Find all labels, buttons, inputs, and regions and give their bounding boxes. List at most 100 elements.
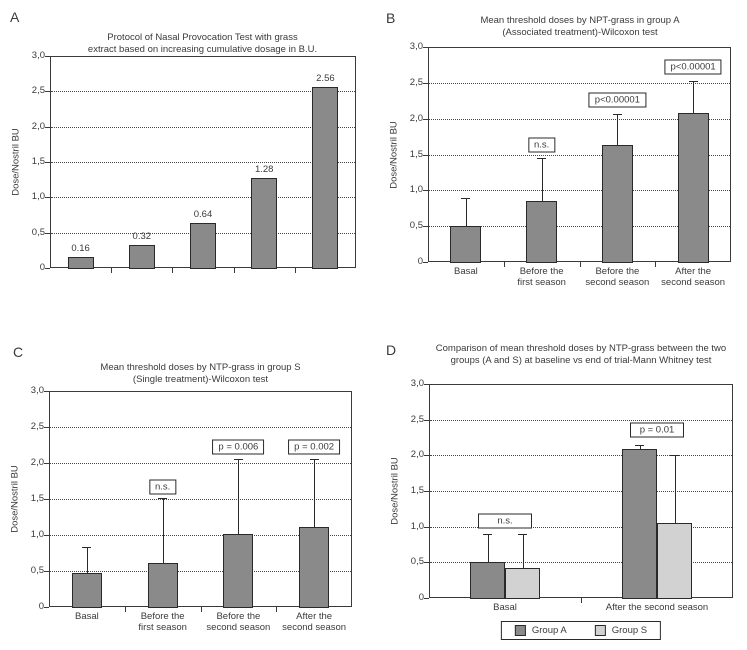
y-tick-label: 1,5 <box>409 148 423 160</box>
significance-label: n.s. <box>478 513 532 529</box>
x-axis-tick <box>124 607 126 612</box>
bar-value-label: 0.32 <box>132 231 152 243</box>
error-bar-line <box>617 113 619 146</box>
x-category-label: Basal <box>493 602 517 613</box>
y-axis-tick <box>424 562 429 564</box>
panel-letter-a: A <box>10 9 20 25</box>
chart-canvas-a: 0 0,5 1,0 1,5 2,0 2,5 3,0 Dose/Nostril BU 0.16 0.… <box>0 0 373 325</box>
y-tick-label: 0,5 <box>30 565 44 576</box>
gridline <box>430 526 732 528</box>
y-axis-tick <box>44 427 49 428</box>
x-axis-tick <box>294 268 296 273</box>
y-axis-tick <box>44 463 49 464</box>
bar <box>147 563 178 608</box>
error-bar-line <box>522 533 524 569</box>
bar <box>190 222 216 269</box>
y-axis-tick <box>44 391 49 392</box>
bar <box>450 226 482 263</box>
bar <box>677 112 709 263</box>
legend-swatch <box>514 625 526 636</box>
y-tick-label: 2,0 <box>409 112 423 124</box>
y-tick-label: 0 <box>38 601 44 612</box>
plot-area-frame <box>429 384 733 598</box>
y-tick-label: 2,0 <box>410 449 424 461</box>
x-category-label: Before the first season <box>517 266 566 288</box>
x-axis-tick <box>579 262 581 267</box>
gridline <box>50 427 351 428</box>
x-axis-tick <box>233 268 235 273</box>
significance-label: n.s. <box>527 137 556 153</box>
x-category-label: After the second season <box>282 611 347 633</box>
gridline <box>429 82 730 84</box>
panel-letter-c: C <box>13 344 24 360</box>
error-bar-cap <box>688 81 698 83</box>
x-axis-tick <box>503 262 505 267</box>
y-tick-label: 2,5 <box>31 85 45 97</box>
x-axis-tick <box>581 598 582 603</box>
gridline <box>50 463 351 464</box>
y-axis-tick <box>423 47 428 48</box>
bar <box>622 448 657 599</box>
chart-canvas-d: 0 0,5 1,0 1,5 2,0 2,5 3,0 Dose/Nostril BU Basal n… <box>373 325 747 650</box>
error-bar-cap <box>233 458 243 460</box>
bar <box>299 527 330 608</box>
error-bar-line <box>487 533 489 563</box>
y-axis-tick <box>424 419 429 421</box>
legend-label: Group S <box>611 625 648 636</box>
bar-value-label: 2.56 <box>316 73 335 85</box>
x-category-label: After the second season <box>661 266 726 288</box>
y-tick-label: 2,0 <box>30 457 44 468</box>
y-axis-tick <box>423 190 428 192</box>
y-tick-label: 1,0 <box>410 520 424 532</box>
bar <box>71 573 102 608</box>
y-tick-label: 3,0 <box>409 41 423 52</box>
bar <box>526 201 558 263</box>
y-axis-tick <box>44 607 49 608</box>
error-bar-cap <box>309 458 319 460</box>
y-axis-tick <box>45 56 50 57</box>
y-tick-label: 1,5 <box>30 493 44 504</box>
legend-item: Group A <box>514 625 567 636</box>
gridline <box>51 162 355 163</box>
error-bar-line <box>238 458 240 535</box>
chart-canvas-c: 0 0,5 1,0 1,5 2,0 2,5 3,0 Dose/Nostril BU Basal B… <box>0 325 373 650</box>
y-axis-tick <box>45 91 50 93</box>
y-tick-label: 0 <box>417 256 423 267</box>
bar <box>505 568 540 599</box>
gridline <box>51 126 355 128</box>
y-axis-tick <box>424 491 429 492</box>
chart-canvas-b: 0 0,5 1,0 1,5 2,0 2,5 3,0 Dose/Nostril BU Basal B… <box>373 0 747 325</box>
legend-swatch <box>594 625 606 636</box>
x-category-label: Basal <box>453 266 478 277</box>
bar <box>128 245 155 269</box>
error-bar-cap <box>537 158 547 160</box>
gridline <box>50 535 351 536</box>
gridline <box>50 571 351 572</box>
gridline <box>429 118 730 120</box>
y-axis-tick <box>424 526 429 528</box>
error-bar-line <box>541 158 543 202</box>
y-axis-tick <box>45 232 50 234</box>
x-axis-tick <box>276 607 278 612</box>
bar-value-label: 0.16 <box>71 242 90 254</box>
error-bar-cap <box>82 547 92 549</box>
y-tick-label: 2,5 <box>30 421 44 432</box>
gridline <box>51 197 355 199</box>
panel-d: D Comparison of mean threshold doses by … <box>373 325 747 650</box>
chart-title-a: Protocol of Nasal Provocation Test with … <box>16 32 389 55</box>
y-tick-label: 3,0 <box>410 378 424 389</box>
y-axis-tick <box>45 268 50 269</box>
panel-letter-b: B <box>386 10 396 26</box>
y-axis-label-text: Dose/Nostril BU <box>9 465 21 533</box>
gridline <box>430 455 732 457</box>
y-tick-label: 3,0 <box>30 385 44 396</box>
gridline <box>430 491 732 492</box>
error-bar-line <box>465 197 467 227</box>
significance-label: p<0.00001 <box>588 92 646 108</box>
bar <box>601 145 633 263</box>
y-axis-tick <box>44 499 49 500</box>
bar-value-label: 0.64 <box>193 208 213 220</box>
y-axis-tick <box>423 154 428 156</box>
gridline <box>430 562 732 564</box>
error-bar-line <box>693 81 695 113</box>
